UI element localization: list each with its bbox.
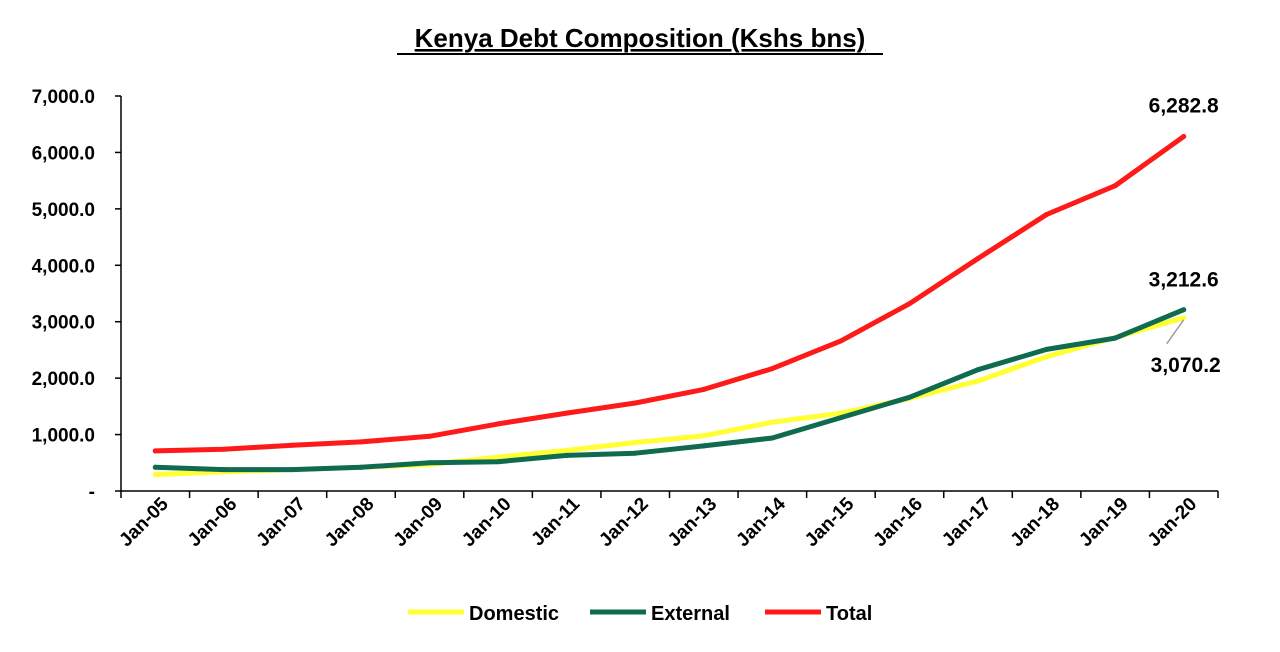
data-point-external — [838, 415, 844, 421]
data-point-external — [221, 467, 227, 473]
data-point-total — [358, 439, 364, 445]
leader-line-domestic — [1166, 319, 1185, 345]
data-point-total — [769, 366, 775, 372]
data-point-domestic — [769, 419, 775, 425]
data-point-domestic — [701, 433, 707, 439]
x-tick-label: Jan-16 — [870, 494, 927, 551]
x-tick-label: Jan-14 — [732, 493, 790, 551]
data-point-total — [701, 386, 707, 392]
x-tick-label: Jan-10 — [458, 494, 515, 551]
data-point-external — [427, 460, 433, 466]
chart-title: Kenya Debt Composition (Kshs bns) — [415, 23, 866, 53]
y-tick-label: - — [89, 482, 95, 503]
x-tick-label: Jan-08 — [321, 494, 378, 551]
data-point-total — [289, 442, 295, 448]
data-point-external — [289, 467, 295, 473]
data-point-external — [358, 464, 364, 470]
data-point-total — [564, 410, 570, 416]
data-point-domestic — [152, 472, 158, 478]
y-tick-label: 2,000.0 — [32, 369, 95, 390]
data-point-external — [975, 367, 981, 373]
x-axis: Jan-05 Jan-06 Jan-07 Jan-08 Jan-09 Jan-10 Jan-… — [115, 490, 1219, 551]
data-point-external — [769, 435, 775, 441]
data-point-total — [906, 301, 912, 307]
legend-item-total: Total — [765, 603, 872, 625]
y-tick-label: 4,000.0 — [32, 256, 95, 277]
data-point-external — [495, 459, 501, 465]
data-point-total — [152, 448, 158, 454]
y-tick-label: 5,000.0 — [32, 200, 95, 221]
x-tick-label: Jan-17 — [938, 494, 995, 551]
legend-label-domestic: Domestic — [469, 603, 559, 625]
legend: Domestic External Total — [408, 603, 872, 625]
data-point-total — [632, 400, 638, 406]
data-point-external — [906, 394, 912, 400]
data-point-total — [1112, 183, 1118, 189]
x-tick-label: Jan-12 — [595, 494, 652, 551]
data-point-external — [1181, 307, 1187, 313]
x-tick-label: Jan-15 — [801, 493, 859, 551]
data-point-external — [1044, 346, 1050, 352]
data-label-total: 6,282.8 — [1149, 94, 1219, 117]
data-point-external — [1112, 335, 1118, 341]
y-tick-label: 7,000.0 — [32, 87, 95, 108]
data-point-domestic — [495, 454, 501, 460]
data-point-total — [838, 338, 844, 344]
x-tick-label: Jan-11 — [528, 493, 585, 550]
x-tick-label: Jan-18 — [1007, 494, 1064, 551]
x-tick-label: Jan-20 — [1144, 494, 1201, 551]
data-point-domestic — [632, 439, 638, 445]
series-layer — [152, 133, 1187, 478]
x-tick-label: Jan-07 — [253, 494, 310, 551]
data-point-external — [564, 452, 570, 458]
data-point-external — [152, 464, 158, 470]
data-label-domestic: 3,070.2 — [1151, 354, 1221, 377]
data-point-external — [701, 443, 707, 449]
data-point-external — [632, 450, 638, 456]
y-axis: - 1,000.0 2,000.0 3,000.0 4,000.0 5,000.0 6,00… — [32, 87, 122, 503]
series-line-total — [152, 134, 1187, 454]
x-tick-label: Jan-19 — [1075, 494, 1132, 551]
data-point-domestic — [1181, 315, 1187, 321]
data-point-total — [975, 256, 981, 262]
data-point-total — [1181, 133, 1187, 139]
annotation-layer: 6,282.8 3,212.6 3,070.2 — [1149, 94, 1221, 376]
legend-item-domestic: Domestic — [408, 603, 559, 625]
y-tick-label: 6,000.0 — [32, 143, 95, 164]
data-point-domestic — [564, 447, 570, 453]
x-tick-label: Jan-05 — [115, 493, 173, 551]
legend-label-external: External — [651, 603, 730, 625]
series-line-external — [152, 307, 1187, 473]
data-point-domestic — [1044, 354, 1050, 360]
x-tick-label: Jan-13 — [664, 494, 721, 551]
data-label-external: 3,212.6 — [1149, 269, 1219, 292]
data-point-total — [495, 421, 501, 427]
legend-item-external: External — [590, 603, 730, 625]
data-point-domestic — [975, 378, 981, 384]
data-point-total — [1044, 212, 1050, 217]
data-point-domestic — [838, 410, 844, 416]
y-tick-label: 1,000.0 — [32, 426, 95, 447]
y-tick-label: 3,000.0 — [32, 313, 95, 334]
x-tick-label: Jan-06 — [184, 494, 241, 551]
data-point-total — [427, 433, 433, 439]
legend-label-total: Total — [826, 603, 872, 625]
x-tick-label: Jan-09 — [390, 494, 447, 551]
data-point-total — [221, 446, 227, 452]
